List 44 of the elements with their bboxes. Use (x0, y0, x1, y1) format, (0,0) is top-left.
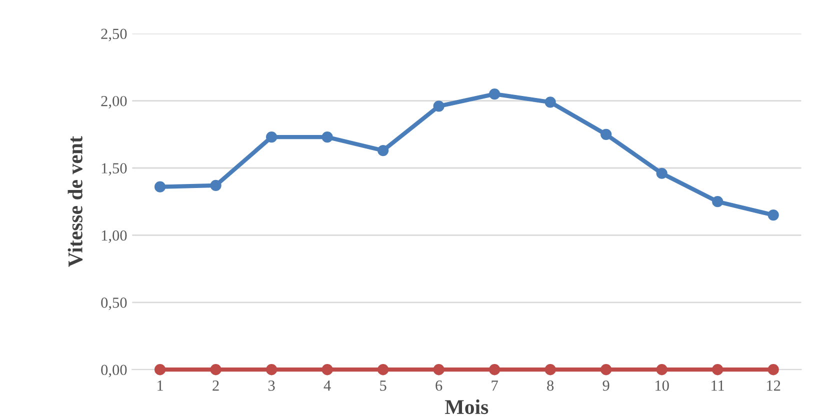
x-axis-title: Mois (445, 399, 488, 414)
point (712, 196, 724, 208)
y-tick-label: 2,00 (101, 96, 127, 108)
point (378, 364, 389, 376)
point (712, 364, 724, 376)
point (210, 364, 222, 376)
point (322, 364, 333, 376)
point (154, 364, 166, 376)
point (489, 364, 500, 376)
point (433, 100, 444, 112)
point (656, 364, 668, 376)
x-tick-label: 9 (602, 380, 610, 391)
point (322, 132, 333, 143)
x-tick-label: 8 (547, 380, 554, 391)
x-tick-label: 5 (380, 380, 386, 391)
x-tick-label: 4 (324, 380, 331, 391)
point (544, 364, 556, 376)
x-tick-label: 1 (158, 380, 163, 391)
point (154, 181, 166, 192)
point (600, 128, 612, 140)
point (768, 209, 779, 221)
point (768, 364, 779, 376)
y-tick-label: 1,00 (102, 230, 127, 243)
point (433, 364, 444, 376)
y-tick-label: 2,50 (101, 28, 127, 42)
x-tick-label: 11 (712, 380, 724, 391)
point (600, 364, 612, 376)
point (544, 96, 556, 108)
point (266, 132, 278, 143)
point (656, 168, 668, 179)
point (210, 180, 222, 192)
y-tick-label: 0,00 (101, 364, 127, 378)
x-tick-label: 7 (492, 380, 498, 391)
x-tick-label: 3 (268, 380, 275, 391)
y-tick-label: 0,50 (101, 298, 127, 310)
x-tick-label: 10 (656, 380, 669, 391)
y-axis-title: Vitesse de vent (68, 136, 83, 267)
y-tick-label: 1,50 (102, 163, 127, 176)
point (266, 364, 278, 376)
point (489, 88, 500, 100)
point (378, 144, 389, 156)
x-tick-label: 12 (767, 380, 780, 391)
x-tick-label: 6 (436, 380, 442, 391)
x-tick-label: 2 (212, 380, 219, 391)
